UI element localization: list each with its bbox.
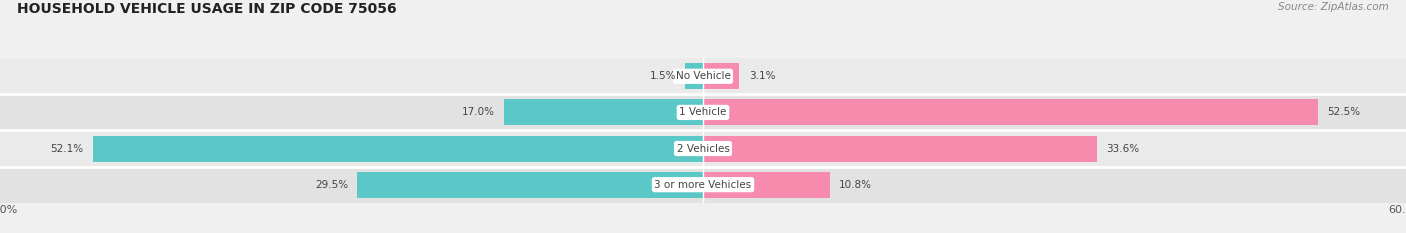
Text: 52.1%: 52.1%	[51, 144, 83, 154]
Text: 1 Vehicle: 1 Vehicle	[679, 107, 727, 117]
Bar	[0, 167, 1406, 203]
Bar	[503, 99, 703, 125]
Bar	[703, 99, 1319, 125]
Bar	[0, 58, 1406, 94]
Bar	[703, 136, 1097, 161]
Text: 52.5%: 52.5%	[1327, 107, 1361, 117]
Text: HOUSEHOLD VEHICLE USAGE IN ZIP CODE 75056: HOUSEHOLD VEHICLE USAGE IN ZIP CODE 7505…	[17, 2, 396, 16]
Bar	[357, 172, 703, 198]
Text: 17.0%: 17.0%	[461, 107, 495, 117]
Text: Source: ZipAtlas.com: Source: ZipAtlas.com	[1278, 2, 1389, 12]
Text: 33.6%: 33.6%	[1107, 144, 1139, 154]
Bar	[703, 172, 830, 198]
Text: 2 Vehicles: 2 Vehicles	[676, 144, 730, 154]
Text: 1.5%: 1.5%	[650, 71, 676, 81]
Text: 10.8%: 10.8%	[839, 180, 872, 190]
Bar	[703, 63, 740, 89]
Text: 3.1%: 3.1%	[749, 71, 775, 81]
Bar	[0, 130, 1406, 167]
Text: 3 or more Vehicles: 3 or more Vehicles	[654, 180, 752, 190]
Bar	[0, 94, 1406, 130]
Text: 29.5%: 29.5%	[315, 180, 349, 190]
Bar	[93, 136, 703, 161]
Bar	[686, 63, 703, 89]
Text: No Vehicle: No Vehicle	[675, 71, 731, 81]
